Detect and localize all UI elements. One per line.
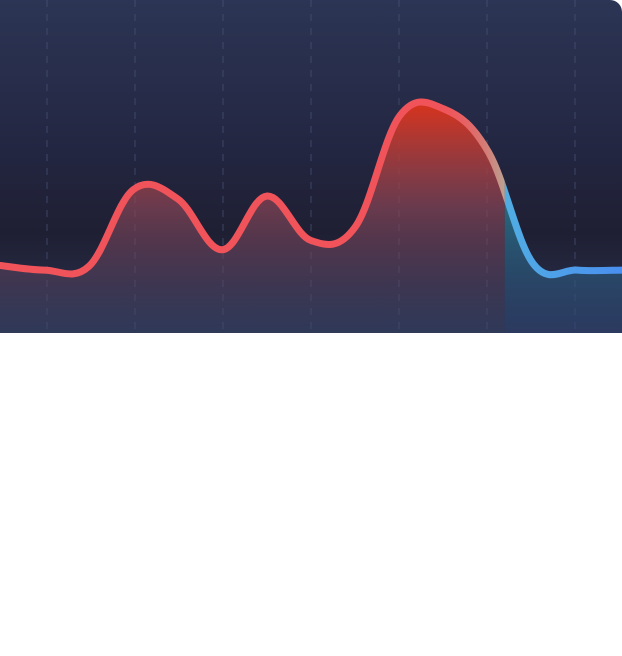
chart-plot — [0, 0, 622, 333]
area-fill-main — [0, 101, 505, 333]
blank-panel — [0, 333, 622, 656]
series-line-main — [0, 98, 505, 278]
series-line-highlight — [504, 181, 622, 279]
series-line — [0, 98, 622, 279]
area-fill-highlight — [504, 191, 622, 333]
area-chart — [0, 0, 622, 333]
area-fill — [0, 101, 622, 333]
